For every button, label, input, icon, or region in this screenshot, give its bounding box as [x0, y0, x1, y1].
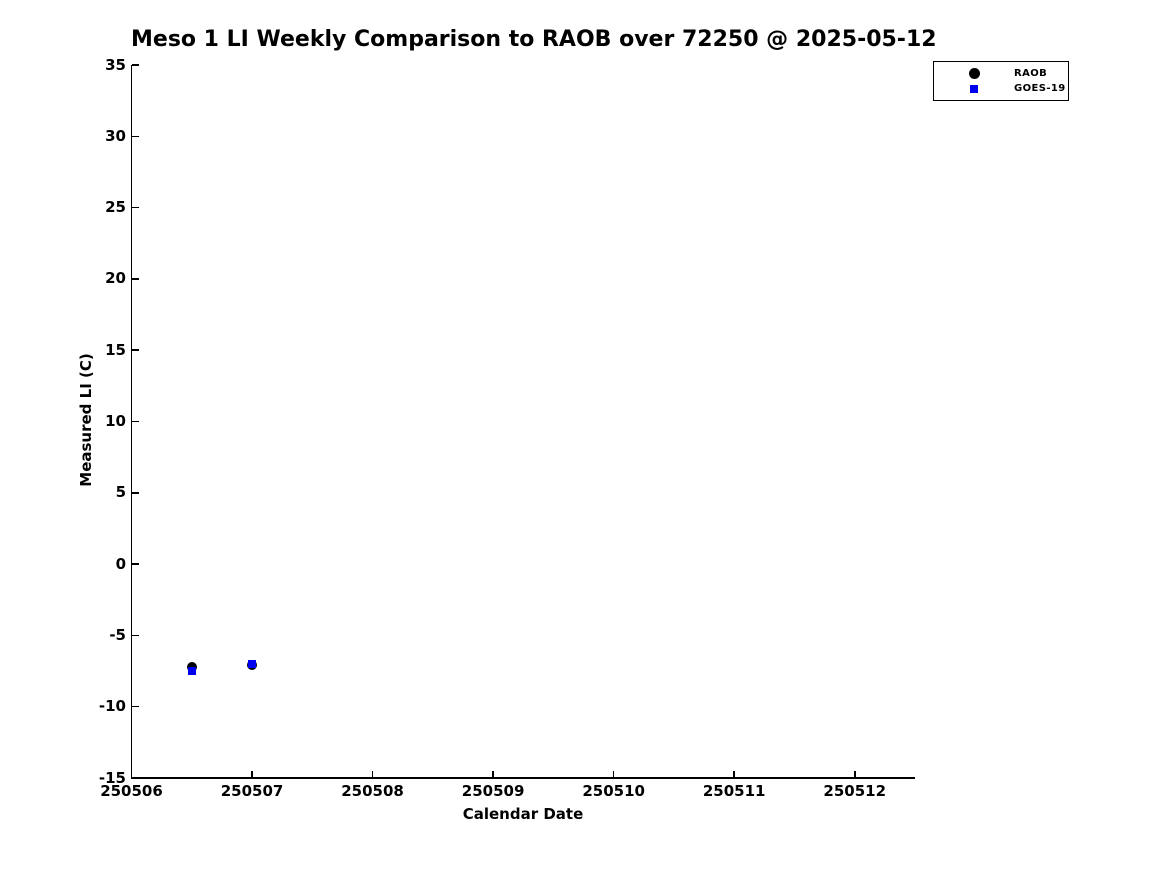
y-axis-tick-label: 30	[105, 126, 126, 145]
y-axis-tick-label: -5	[109, 625, 126, 644]
y-axis-tick-label: 25	[105, 198, 126, 217]
y-axis-tick-label: 35	[105, 55, 126, 74]
x-axis-tick-label: 250512	[823, 782, 887, 800]
y-axis-tick	[132, 349, 139, 351]
data-point-goes-19	[187, 667, 196, 676]
x-axis-tick-label: 250511	[702, 782, 766, 800]
y-axis-line	[130, 65, 133, 779]
legend-marker-cell	[934, 68, 1014, 79]
chart-title: Meso 1 LI Weekly Comparison to RAOB over…	[131, 27, 937, 52]
x-axis-tick-label: 250509	[461, 782, 525, 800]
data-point-raob	[186, 661, 197, 672]
y-axis-tick	[132, 420, 139, 423]
y-axis-tick-label: 0	[115, 554, 126, 573]
y-axis-tick-label: -15	[98, 768, 126, 787]
y-axis-tick	[132, 563, 139, 565]
x-axis-tick	[371, 771, 374, 778]
data-point-goes-19	[248, 659, 257, 668]
legend-goes19-label: GOES-19	[1014, 83, 1066, 94]
legend-marker-cell	[934, 84, 1014, 93]
y-axis-tick-label: 10	[105, 412, 126, 430]
y-axis-tick	[132, 206, 139, 209]
x-axis-line	[130, 777, 916, 779]
x-axis-tick	[492, 771, 494, 778]
x-axis-tick	[612, 771, 615, 778]
y-axis-tick-label: 15	[105, 340, 126, 359]
legend-raob-label: RAOB	[1014, 68, 1048, 79]
x-axis-label: Calendar Date	[462, 805, 584, 823]
raob-circle-marker-icon	[968, 68, 980, 79]
x-axis-tick-label: 250508	[341, 782, 404, 800]
goes19-square-marker-icon	[970, 84, 978, 93]
x-axis-tick	[130, 771, 133, 778]
x-axis-tick-label: 250510	[582, 782, 645, 800]
x-axis-tick	[251, 771, 253, 778]
legend-item-goes19: GOES-19	[934, 81, 1068, 96]
y-axis-tick	[132, 135, 139, 138]
y-axis-tick	[132, 64, 139, 66]
y-axis-tick-label: -10	[98, 697, 126, 716]
legend: RAOB GOES-19	[933, 61, 1069, 101]
x-axis-tick-label: 250506	[100, 782, 163, 800]
x-axis-tick	[733, 771, 735, 778]
y-axis-tick-label: 5	[115, 483, 126, 502]
y-axis-tick	[132, 777, 139, 779]
x-axis-tick-label: 250507	[220, 782, 284, 800]
legend-item-raob: RAOB	[934, 66, 1068, 81]
y-axis-tick	[132, 278, 139, 280]
y-axis-tick	[132, 705, 139, 708]
y-axis-tick	[132, 492, 139, 494]
y-axis-tick-label: 20	[105, 269, 126, 288]
y-axis-tick	[132, 634, 139, 637]
x-axis-tick	[853, 771, 856, 778]
